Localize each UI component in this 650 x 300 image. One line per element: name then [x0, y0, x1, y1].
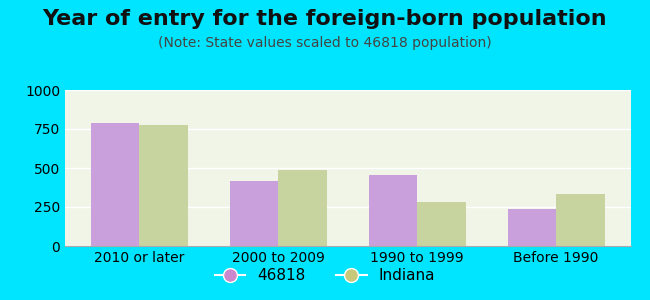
Bar	[278, 169, 327, 246]
Legend: 46818, Indiana: 46818, Indiana	[209, 262, 441, 290]
Bar	[91, 123, 139, 246]
Text: Year of entry for the foreign-born population: Year of entry for the foreign-born popul…	[43, 9, 607, 29]
Bar	[139, 125, 188, 246]
Text: (Note: State values scaled to 46818 population): (Note: State values scaled to 46818 popu…	[158, 36, 492, 50]
Bar	[508, 209, 556, 246]
Bar	[417, 202, 466, 246]
Bar	[229, 181, 278, 246]
Bar	[556, 194, 604, 246]
Bar	[369, 175, 417, 246]
